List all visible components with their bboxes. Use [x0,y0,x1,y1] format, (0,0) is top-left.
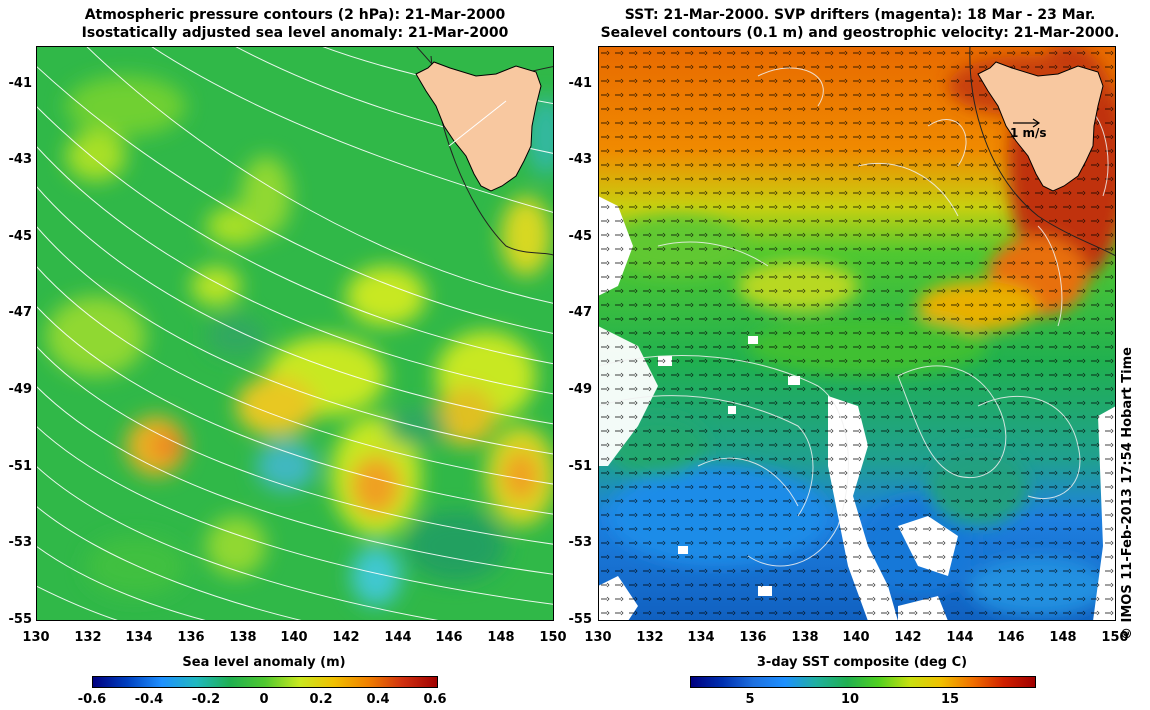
right-y-tick: -47 [568,305,593,320]
left-x-tick: 132 [74,630,102,645]
right-y-tick: -41 [568,76,593,91]
sst-map-canvas [598,46,1116,621]
right-x-tick: 136 [739,630,767,645]
left-x-tick: 138 [229,630,257,645]
sla-colorbar-tick: 0.2 [309,692,333,707]
left-y-tick: -51 [8,459,33,474]
left-x-tick: 140 [280,630,308,645]
left-x-tick: 130 [22,630,50,645]
sla-map-border [36,46,554,621]
right-x-tick: 134 [687,630,715,645]
sst-colorbar-tick: 10 [840,692,860,707]
sla-colorbar-tick: -0.6 [77,692,107,707]
left-x-tick: 148 [487,630,515,645]
sst-colorbar-tick: 15 [940,692,960,707]
sla-colorbar-tick: 0 [259,692,269,707]
right-x-tick: 144 [946,630,974,645]
left-title-line1: Atmospheric pressure contours (2 hPa): 2… [84,7,506,23]
sst-colorbar-tick: 5 [745,692,755,707]
tasmania-land-right [977,61,1104,192]
right-x-tick: 142 [894,630,922,645]
right-x-tick: 150 [1101,630,1129,645]
sla-colorbar-tick: -0.4 [134,692,164,707]
right-panel-title: SST: 21-Mar-2000. SVP drifters (magenta)… [590,6,1130,42]
pressure-contours [36,46,554,621]
left-x-tick: 150 [539,630,567,645]
sla-map [36,46,554,621]
left-y-tick: -49 [8,382,33,397]
left-x-tick: 134 [125,630,153,645]
tasmania-land-left [415,61,542,192]
left-y-tick: -43 [8,152,33,167]
right-x-tick: 146 [997,630,1025,645]
left-panel-title: Atmospheric pressure contours (2 hPa): 2… [36,6,554,42]
right-x-tick: 148 [1049,630,1077,645]
left-y-tick: -45 [8,229,33,244]
right-y-tick: -49 [568,382,593,397]
right-y-tick: -43 [568,152,593,167]
right-x-tick: 138 [791,630,819,645]
sst-map: 1 m/s [598,46,1116,621]
left-y-tick: -47 [8,305,33,320]
vector-scale-arrow [1013,118,1041,128]
left-x-tick: 146 [435,630,463,645]
vector-scale-label: 1 m/s [1010,126,1047,140]
right-x-tick: 132 [636,630,664,645]
sla-colorbar-title: Sea level anomaly (m) [182,655,346,670]
right-x-tick: 140 [842,630,870,645]
sst-shelf-contour [969,46,1116,257]
right-y-tick: -53 [568,535,593,550]
left-x-tick: 144 [384,630,412,645]
right-title-line2: Sealevel contours (0.1 m) and geostrophi… [600,25,1120,41]
sla-contour-over-land [448,100,507,147]
sla-colorbar-tick: 0.4 [366,692,390,707]
sst-map-border [598,46,1116,621]
sst-colorbar [690,676,1036,688]
imos-credit: © IMOS 11-Feb-2013 17:54 Hobart Time [1120,347,1135,640]
left-title-line2: Isostatically adjusted sea level anomaly… [81,25,509,41]
left-y-tick: -53 [8,535,33,550]
right-y-tick: -55 [568,612,593,627]
sst-colorbar-title: 3-day SST composite (deg C) [756,655,968,670]
sla-colorbar [92,676,438,688]
right-y-tick: -51 [568,459,593,474]
right-y-tick: -45 [568,229,593,244]
sealevel-contours [598,67,1109,567]
left-x-tick: 136 [177,630,205,645]
right-x-tick: 130 [584,630,612,645]
left-x-tick: 142 [332,630,360,645]
left-y-tick: -55 [8,612,33,627]
right-title-line1: SST: 21-Mar-2000. SVP drifters (magenta)… [624,7,1096,23]
sla-colorbar-tick: 0.6 [423,692,447,707]
sla-colorbar-tick: -0.2 [191,692,221,707]
left-y-tick: -41 [8,76,33,91]
sla-map-canvas [36,46,554,621]
